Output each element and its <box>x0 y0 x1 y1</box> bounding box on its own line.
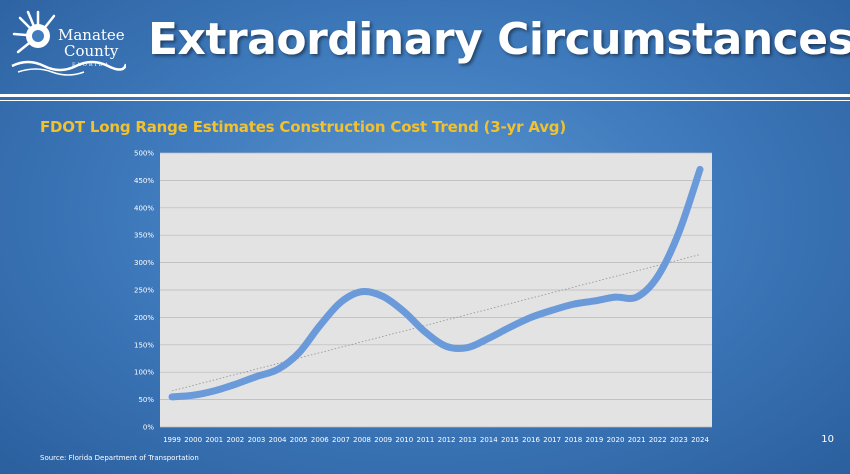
x-tick-label: 2011 <box>417 436 435 444</box>
x-tick-label: 2007 <box>332 436 350 444</box>
x-tick-label: 2004 <box>269 436 287 444</box>
x-tick-label: 2002 <box>226 436 244 444</box>
slide-title: Extraordinary Circumstances <box>148 14 850 65</box>
y-tick-label: 500% <box>134 150 154 158</box>
x-tick-label: 2014 <box>480 436 498 444</box>
x-tick-label: 2009 <box>374 436 392 444</box>
chart-subtitle: FDOT Long Range Estimates Construction C… <box>40 118 566 136</box>
y-tick-label: 450% <box>134 177 154 185</box>
x-tick-label: 2013 <box>459 436 477 444</box>
logo-text-manatee: Manatee <box>58 26 125 44</box>
x-tick-label: 2012 <box>438 436 456 444</box>
x-tick-label: 2008 <box>353 436 371 444</box>
sun-icon <box>11 10 128 76</box>
x-tick-label: 2003 <box>248 436 266 444</box>
x-tick-label: 2018 <box>564 436 582 444</box>
x-tick-label: 2005 <box>290 436 308 444</box>
x-tick-label: 2000 <box>184 436 202 444</box>
x-tick-label: 2019 <box>585 436 603 444</box>
page-number: 10 <box>821 434 834 445</box>
cost-trend-chart: 0% 50% 100% 150% 200% 250% 300% 350% 400% 450% 500… <box>134 150 712 444</box>
y-tick-label: 0% <box>143 424 154 432</box>
x-tick-label: 2022 <box>649 436 667 444</box>
x-tick-label: 2010 <box>395 436 413 444</box>
x-tick-label: 2020 <box>607 436 625 444</box>
logo-text-florida: FLORIDA <box>72 62 111 68</box>
manatee-county-logo: Manatee County FLORIDA <box>8 8 128 80</box>
x-tick-label: 2017 <box>543 436 561 444</box>
x-tick-label: 2015 <box>501 436 519 444</box>
source-note: Source: Florida Department of Transporta… <box>40 454 199 462</box>
y-tick-label: 100% <box>134 369 154 377</box>
y-tick-label: 400% <box>134 204 154 212</box>
y-tick-label: 250% <box>134 287 154 295</box>
logo-text-county: County <box>64 42 119 60</box>
y-tick-label: 350% <box>134 232 154 240</box>
x-tick-label: 2001 <box>205 436 223 444</box>
y-tick-label: 300% <box>134 259 154 267</box>
x-tick-label: 2021 <box>628 436 646 444</box>
x-tick-label: 2023 <box>670 436 688 444</box>
x-tick-label: 2016 <box>522 436 540 444</box>
x-tick-label: 2006 <box>311 436 329 444</box>
x-tick-label: 2024 <box>691 436 709 444</box>
title-divider-thin <box>0 100 850 101</box>
title-divider <box>0 94 850 97</box>
y-tick-label: 200% <box>134 314 154 322</box>
y-tick-label: 150% <box>134 341 154 349</box>
x-tick-label: 1999 <box>163 436 181 444</box>
y-tick-label: 50% <box>138 396 154 404</box>
